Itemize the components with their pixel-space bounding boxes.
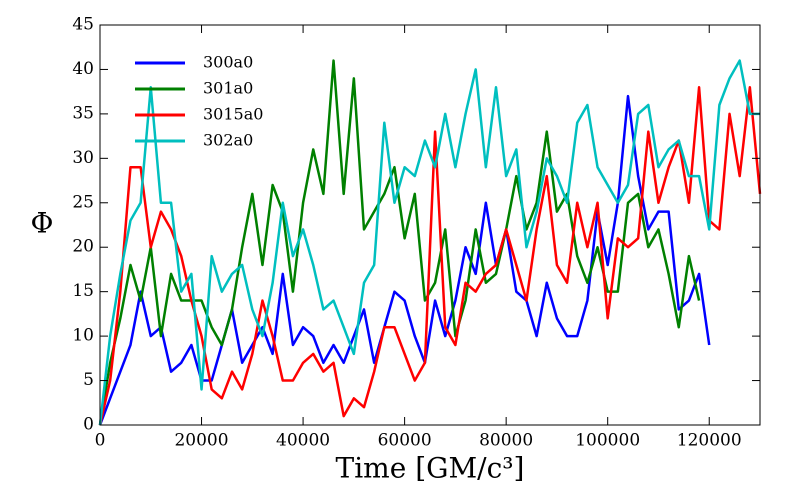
y-tick-label: 10 bbox=[72, 326, 94, 346]
x-tick-label: 40000 bbox=[276, 431, 330, 451]
y-axis-label: Φ bbox=[31, 207, 54, 240]
y-tick-label: 40 bbox=[72, 59, 94, 79]
y-tick-label: 0 bbox=[83, 415, 94, 435]
legend-label: 301a0 bbox=[203, 79, 253, 98]
legend-label: 302a0 bbox=[203, 131, 253, 150]
legend-label: 3015a0 bbox=[203, 105, 263, 124]
legend-label: 300a0 bbox=[203, 53, 253, 72]
series-line bbox=[98, 59, 760, 426]
y-tick-label: 15 bbox=[72, 281, 94, 301]
y-tick-label: 20 bbox=[72, 237, 94, 257]
x-tick-label: 100000 bbox=[575, 431, 640, 451]
series-line bbox=[98, 94, 711, 426]
plot-frame bbox=[99, 24, 761, 426]
y-tick-label: 25 bbox=[72, 192, 94, 212]
x-tick-label: 20000 bbox=[174, 431, 228, 451]
y-tick-label: 30 bbox=[72, 148, 94, 168]
series-line bbox=[98, 85, 762, 426]
x-tick-label: 120000 bbox=[677, 431, 742, 451]
y-tick-label: 5 bbox=[83, 370, 94, 390]
series-line bbox=[98, 59, 701, 426]
y-tick-label: 45 bbox=[72, 15, 94, 35]
x-tick-label: 80000 bbox=[479, 431, 533, 451]
y-tick-label: 35 bbox=[72, 103, 94, 123]
x-tick-label: 0 bbox=[95, 431, 106, 451]
x-axis-label: Time [GM/c³] bbox=[336, 452, 525, 485]
x-tick-label: 60000 bbox=[378, 431, 432, 451]
